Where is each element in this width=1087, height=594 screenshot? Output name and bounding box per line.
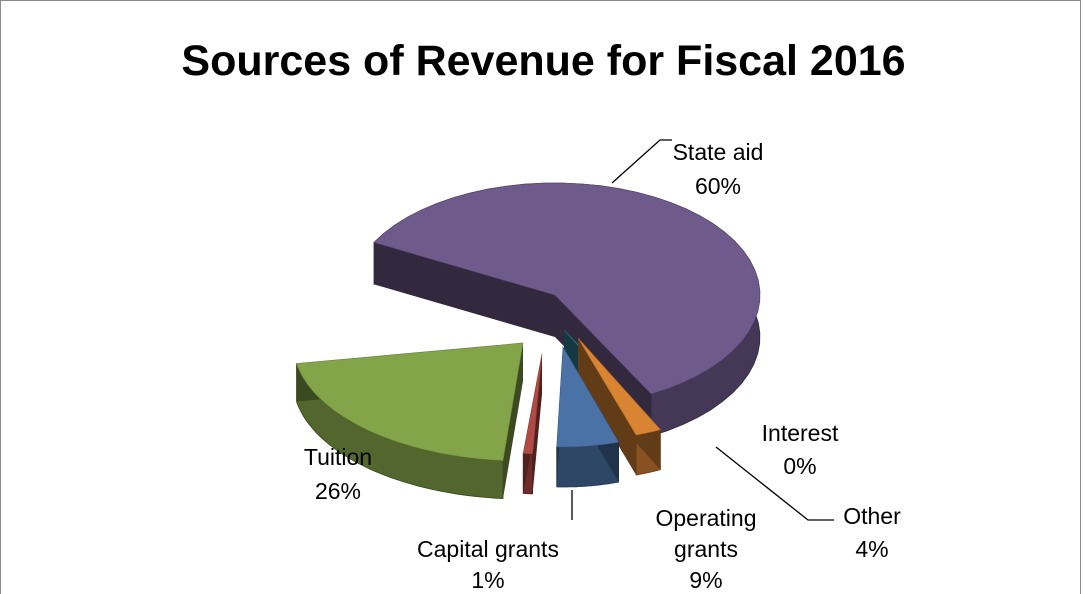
slice-percent-other: 4% xyxy=(855,536,888,562)
slice-percent-capital-grants: 1% xyxy=(471,567,504,593)
slice-name-other: Other xyxy=(843,503,901,529)
slice-name-tuition: Tuition xyxy=(304,444,372,470)
slice-state-aid xyxy=(373,182,761,437)
slice-cut-state-aid-0 xyxy=(374,242,555,337)
slice-top-other xyxy=(577,337,661,436)
slice-top-state-aid xyxy=(373,182,761,395)
slice-name-state-aid: State aid xyxy=(673,139,764,165)
slice-percent-tuition: 26% xyxy=(315,478,361,504)
pie-slices xyxy=(296,182,761,500)
slice-name-operating-grants: Operating xyxy=(655,505,756,531)
leader-line-state-aid xyxy=(611,139,672,184)
slice-cut-other-1 xyxy=(578,338,637,475)
slice-name-operating-grants: grants xyxy=(674,536,738,562)
slice-other xyxy=(577,337,661,476)
slice-percent-interest: 0% xyxy=(783,453,816,479)
slice-tuition xyxy=(296,342,524,500)
slice-capital-grants xyxy=(522,353,543,495)
slice-top-tuition xyxy=(296,342,524,461)
leader-line-other xyxy=(715,446,834,521)
chart-title: Sources of Revenue for Fiscal 2016 xyxy=(181,37,906,85)
slice-operating-grants xyxy=(556,345,620,488)
slice-name-interest: Interest xyxy=(762,420,839,446)
slice-percent-state-aid: 60% xyxy=(695,173,741,199)
slice-top-operating-grants xyxy=(556,345,620,448)
slice-percent-operating-grants: 9% xyxy=(689,567,722,593)
data-labels: State aid 60% Interest 0% Other 4% Operating gr… xyxy=(304,139,901,593)
slice-cut-tuition-0 xyxy=(503,343,523,499)
slice-top-capital-grants xyxy=(522,353,543,455)
slice-name-capital-grants: Capital grants xyxy=(417,536,559,562)
